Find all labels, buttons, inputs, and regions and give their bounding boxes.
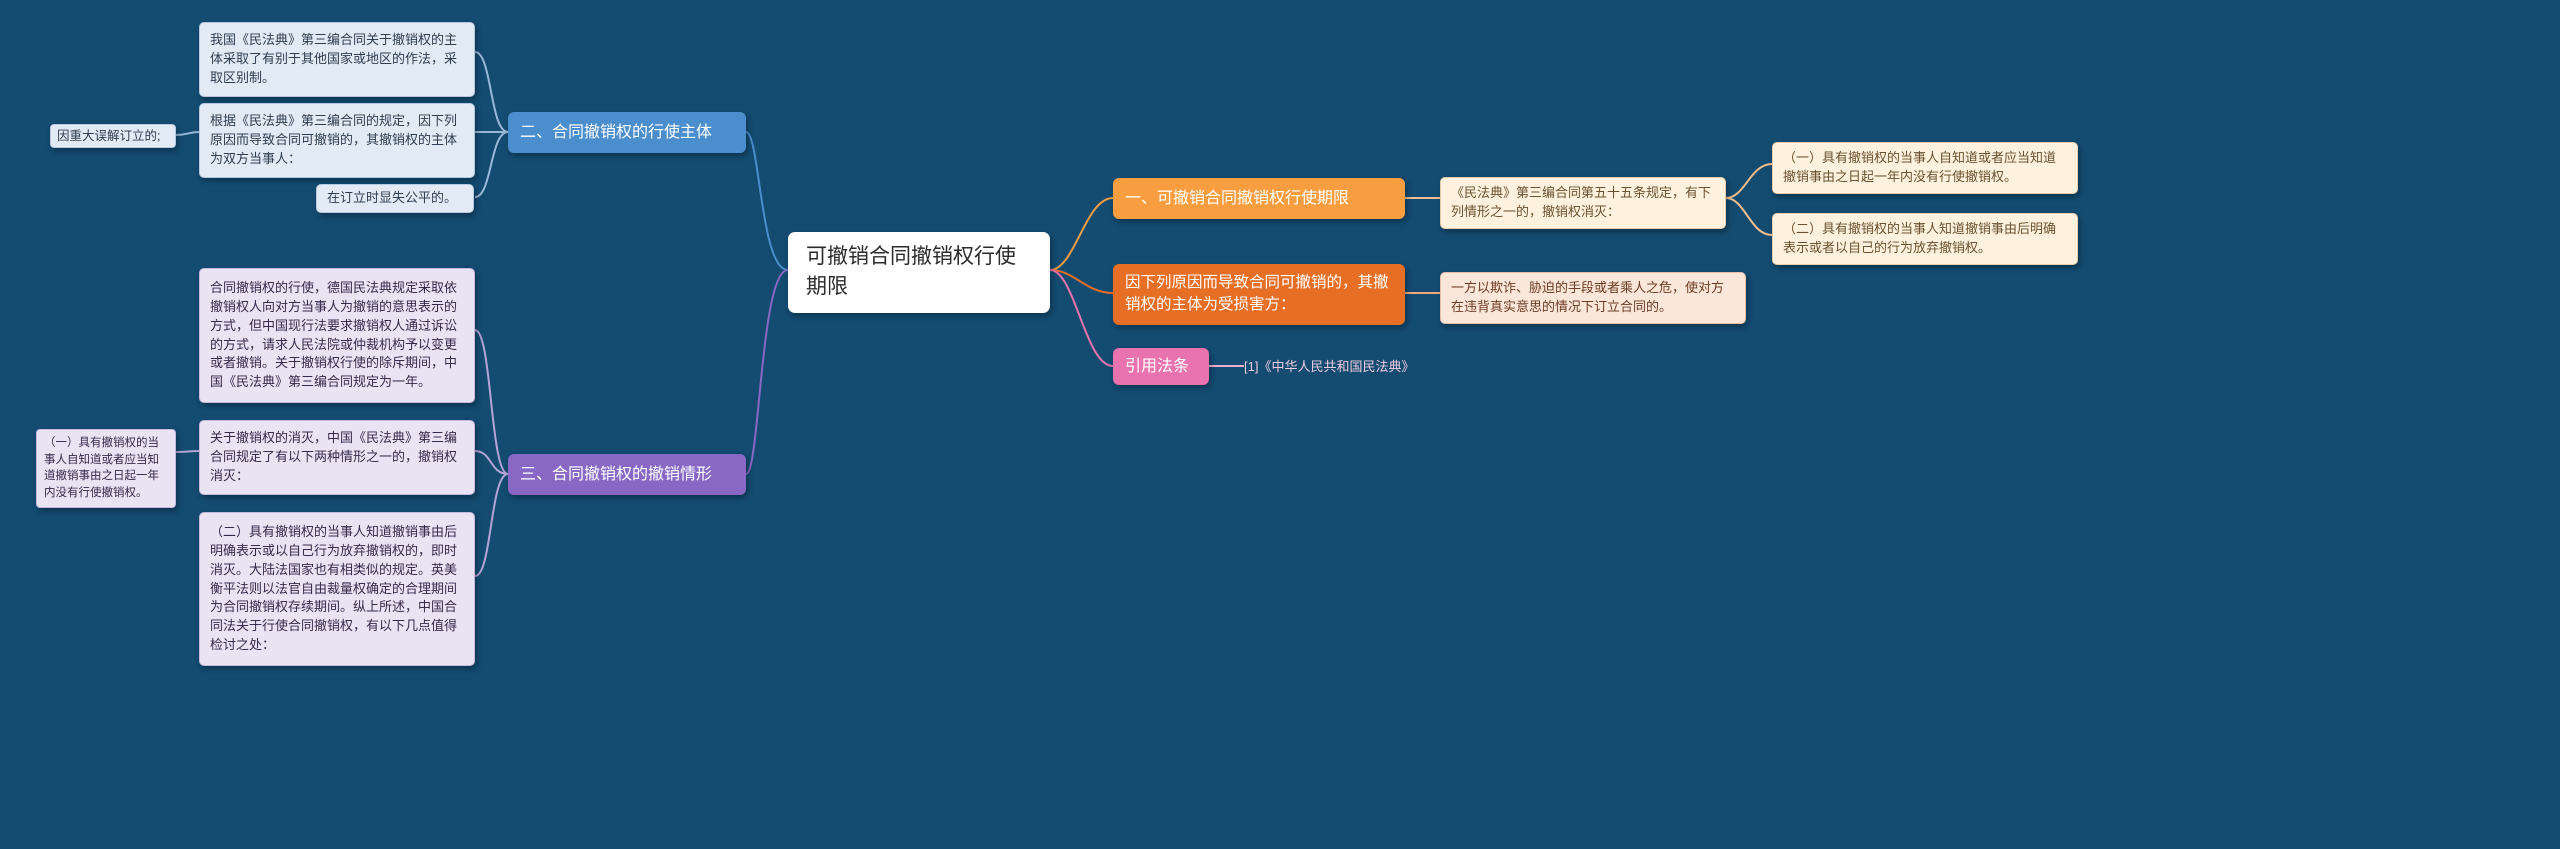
- branch-l1-text: 二、合同撤销权的行使主体: [520, 121, 734, 144]
- connector: [1726, 198, 1772, 235]
- root-node-text: 可撤销合同撤销权行使期限: [806, 242, 1032, 303]
- l2-c3-text: （二）具有撤销权的当事人知道撤销事由后明确表示或以自己行为放弃撤销权的，即时消灭…: [210, 523, 464, 655]
- l2-c2a-text: （一）具有撤销权的当事人自知道或者应当知道撤销事由之日起一年内没有行使撤销权。: [44, 435, 168, 502]
- r2-child-text: 一方以欺诈、胁迫的手段或者乘人之危，使对方在违背真实意思的情况下订立合同的。: [1451, 279, 1735, 317]
- r2-child: 一方以欺诈、胁迫的手段或者乘人之危，使对方在违背真实意思的情况下订立合同的。: [1440, 272, 1746, 324]
- branch-r2-text: 因下列原因而导致合同可撤销的，其撤销权的主体为受损害方：: [1125, 272, 1393, 317]
- r3-child: [1]《中华人民共和国民法典》: [1244, 357, 1454, 377]
- connector: [475, 474, 508, 576]
- l1-c2: 根据《民法典》第三编合同的规定，因下列原因而导致合同可撤销的，其撤销权的主体为双…: [199, 103, 475, 178]
- branch-r1: 一、可撤销合同撤销权行使期限: [1113, 178, 1405, 219]
- branch-l2-text: 三、合同撤销权的撤销情形: [520, 463, 734, 486]
- l2-c1-text: 合同撤销权的行使，德国民法典规定采取依撤销权人向对方当事人为撤销的意思表示的方式…: [210, 279, 464, 392]
- r1-leaf2: （二）具有撤销权的当事人知道撤销事由后明确表示或者以自己的行为放弃撤销权。: [1772, 213, 2078, 265]
- branch-r3: 引用法条: [1113, 348, 1209, 385]
- connector: [746, 132, 788, 270]
- r1-leaf1: （一）具有撤销权的当事人自知道或者应当知道撤销事由之日起一年内没有行使撤销权。: [1772, 142, 2078, 194]
- l2-c2a: （一）具有撤销权的当事人自知道或者应当知道撤销事由之日起一年内没有行使撤销权。: [36, 429, 176, 508]
- connector: [1050, 270, 1113, 293]
- connector: [176, 451, 199, 452]
- l1-c1-text: 我国《民法典》第三编合同关于撤销权的主体采取了有别于其他国家或地区的作法，采取区…: [210, 31, 464, 88]
- r1-leaf2-text: （二）具有撤销权的当事人知道撤销事由后明确表示或者以自己的行为放弃撤销权。: [1783, 220, 2067, 258]
- branch-l1: 二、合同撤销权的行使主体: [508, 112, 746, 153]
- r1-child: 《民法典》第三编合同第五十五条规定，有下列情形之一的，撤销权消灭：: [1440, 177, 1726, 229]
- root-node: 可撤销合同撤销权行使期限: [788, 232, 1050, 313]
- l1-c3: 在订立时显失公平的。: [316, 184, 474, 213]
- l2-c1: 合同撤销权的行使，德国民法典规定采取依撤销权人向对方当事人为撤销的意思表示的方式…: [199, 268, 475, 403]
- branch-r3-text: 引用法条: [1125, 355, 1197, 378]
- branch-r1-text: 一、可撤销合同撤销权行使期限: [1125, 187, 1393, 210]
- connector: [176, 132, 199, 135]
- r3-child-text: [1]《中华人民共和国民法典》: [1244, 358, 1454, 377]
- branch-l2: 三、合同撤销权的撤销情形: [508, 454, 746, 495]
- l1-c2a: 因重大误解订立的;: [50, 124, 176, 148]
- l2-c2: 关于撤销权的消灭，中国《民法典》第三编合同规定了有以下两种情形之一的，撤销权消灭…: [199, 420, 475, 495]
- l1-c2a-text: 因重大误解订立的;: [57, 127, 169, 145]
- connector: [1050, 270, 1113, 366]
- connector: [475, 132, 508, 197]
- connector: [746, 270, 788, 474]
- l1-c1: 我国《民法典》第三编合同关于撤销权的主体采取了有别于其他国家或地区的作法，采取区…: [199, 22, 475, 97]
- branch-r2: 因下列原因而导致合同可撤销的，其撤销权的主体为受损害方：: [1113, 264, 1405, 325]
- connector: [1726, 164, 1772, 198]
- r1-leaf1-text: （一）具有撤销权的当事人自知道或者应当知道撤销事由之日起一年内没有行使撤销权。: [1783, 149, 2067, 187]
- connector: [475, 52, 508, 132]
- r1-child-text: 《民法典》第三编合同第五十五条规定，有下列情形之一的，撤销权消灭：: [1451, 184, 1715, 222]
- l1-c2-text: 根据《民法典》第三编合同的规定，因下列原因而导致合同可撤销的，其撤销权的主体为双…: [210, 112, 464, 169]
- l1-c3-text: 在订立时显失公平的。: [327, 189, 463, 208]
- l2-c3: （二）具有撤销权的当事人知道撤销事由后明确表示或以自己行为放弃撤销权的，即时消灭…: [199, 512, 475, 666]
- l2-c2-text: 关于撤销权的消灭，中国《民法典》第三编合同规定了有以下两种情形之一的，撤销权消灭…: [210, 429, 464, 486]
- connector: [1050, 198, 1113, 270]
